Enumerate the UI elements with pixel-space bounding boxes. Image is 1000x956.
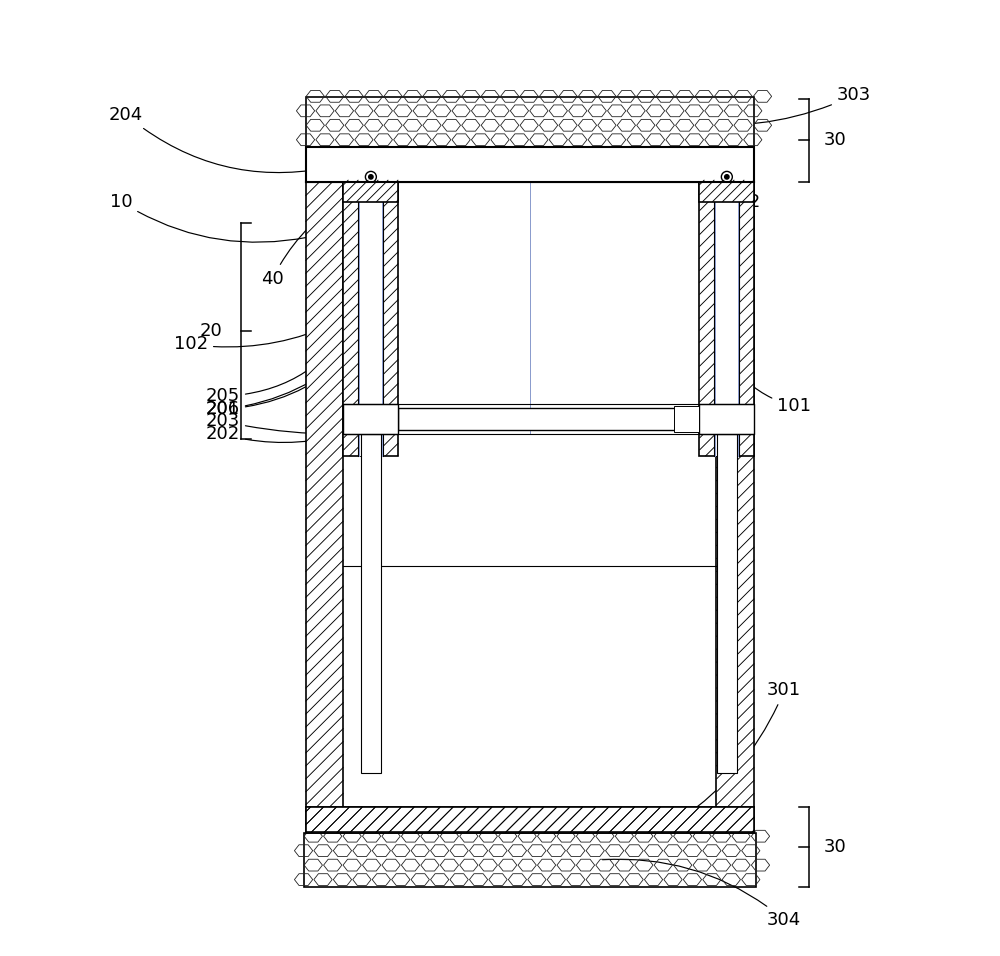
Circle shape [369, 175, 373, 179]
Bar [306, 807, 754, 832]
Text: 201: 201 [206, 348, 356, 418]
Bar [306, 182, 343, 807]
Text: 101: 101 [728, 358, 811, 415]
Text: 302: 302 [727, 166, 761, 211]
Bar [306, 98, 754, 147]
Text: 303: 303 [682, 86, 871, 125]
Text: 203: 203 [206, 412, 425, 434]
Bar [343, 182, 716, 807]
Bar [358, 182, 383, 456]
Text: 204: 204 [109, 106, 338, 173]
Text: 202: 202 [206, 425, 351, 444]
Text: 301: 301 [682, 682, 801, 818]
Bar [699, 182, 754, 456]
Bar [306, 807, 754, 833]
Text: 20: 20 [200, 322, 223, 340]
Bar [306, 147, 754, 182]
Circle shape [725, 175, 729, 179]
Bar [699, 404, 754, 434]
Bar [361, 434, 381, 773]
Bar [343, 182, 398, 456]
Text: 205: 205 [206, 309, 359, 405]
Bar [717, 434, 737, 773]
Bar [714, 182, 739, 456]
Text: 206: 206 [206, 334, 369, 418]
Text: 30: 30 [824, 837, 847, 856]
Text: 40: 40 [261, 198, 346, 288]
Text: 10: 10 [110, 193, 308, 242]
Bar [304, 833, 756, 887]
Bar [343, 180, 398, 202]
Text: 102: 102 [174, 322, 336, 354]
Bar [306, 807, 754, 832]
Bar [699, 180, 754, 202]
Bar [398, 408, 699, 430]
Text: 304: 304 [602, 859, 801, 928]
Bar [674, 406, 699, 432]
Bar [716, 182, 754, 807]
Text: 30: 30 [824, 132, 847, 149]
Bar [343, 404, 398, 434]
